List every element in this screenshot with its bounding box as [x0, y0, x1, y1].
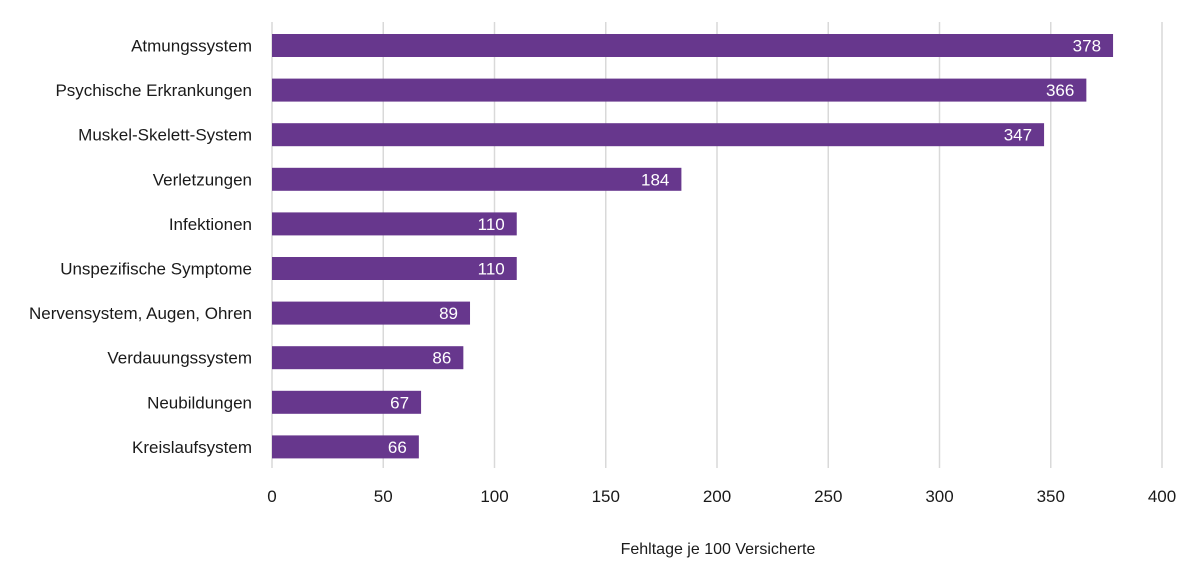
data-label: 89 [439, 304, 458, 323]
bar [272, 78, 1087, 102]
value-labels: 378 366 347 184 110 110 89 86 67 66 [388, 37, 1101, 457]
category-label: Unspezifische Symptome [60, 260, 252, 279]
category-label: Verdauungssystem [107, 349, 252, 368]
x-axis-tick-labels: 0 50 100 150 200 250 300 350 400 [267, 487, 1176, 506]
category-label: Nervensystem, Augen, Ohren [29, 304, 252, 323]
bar [272, 34, 1114, 57]
data-label: 66 [388, 438, 407, 457]
bar [272, 301, 471, 325]
data-label: 110 [478, 215, 505, 234]
bar [272, 346, 464, 370]
data-label: 347 [1004, 126, 1032, 145]
category-label: Verletzungen [153, 170, 252, 189]
category-label: Neubildungen [147, 393, 252, 412]
data-label: 110 [478, 260, 505, 279]
x-tick-label: 250 [814, 487, 842, 506]
category-label: Psychische Erkrankungen [55, 81, 252, 100]
bar [272, 167, 682, 191]
category-label: Infektionen [169, 215, 252, 234]
bars [272, 34, 1114, 459]
category-label: Muskel-Skelett-System [78, 126, 252, 145]
bar [272, 123, 1045, 147]
x-tick-label: 0 [267, 487, 276, 506]
bar [272, 435, 419, 459]
category-label: Atmungssystem [131, 37, 252, 56]
x-tick-label: 150 [592, 487, 620, 506]
x-axis-title: Fehltage je 100 Versicherte [621, 541, 816, 558]
data-label: 378 [1073, 37, 1101, 56]
data-label: 86 [432, 349, 451, 368]
bar [272, 257, 517, 280]
data-label: 184 [641, 170, 669, 189]
bar [272, 212, 517, 236]
x-tick-label: 100 [480, 487, 508, 506]
x-tick-label: 400 [1148, 487, 1176, 506]
data-label: 366 [1046, 81, 1074, 100]
category-label: Kreislaufsystem [132, 438, 252, 457]
x-tick-label: 200 [703, 487, 731, 506]
x-tick-label: 350 [1037, 487, 1065, 506]
x-tick-label: 300 [925, 487, 953, 506]
bar [272, 390, 422, 414]
category-labels: Atmungssystem Psychische Erkrankungen Musk… [29, 37, 252, 457]
data-label: 67 [390, 393, 409, 412]
x-tick-label: 50 [374, 487, 393, 506]
